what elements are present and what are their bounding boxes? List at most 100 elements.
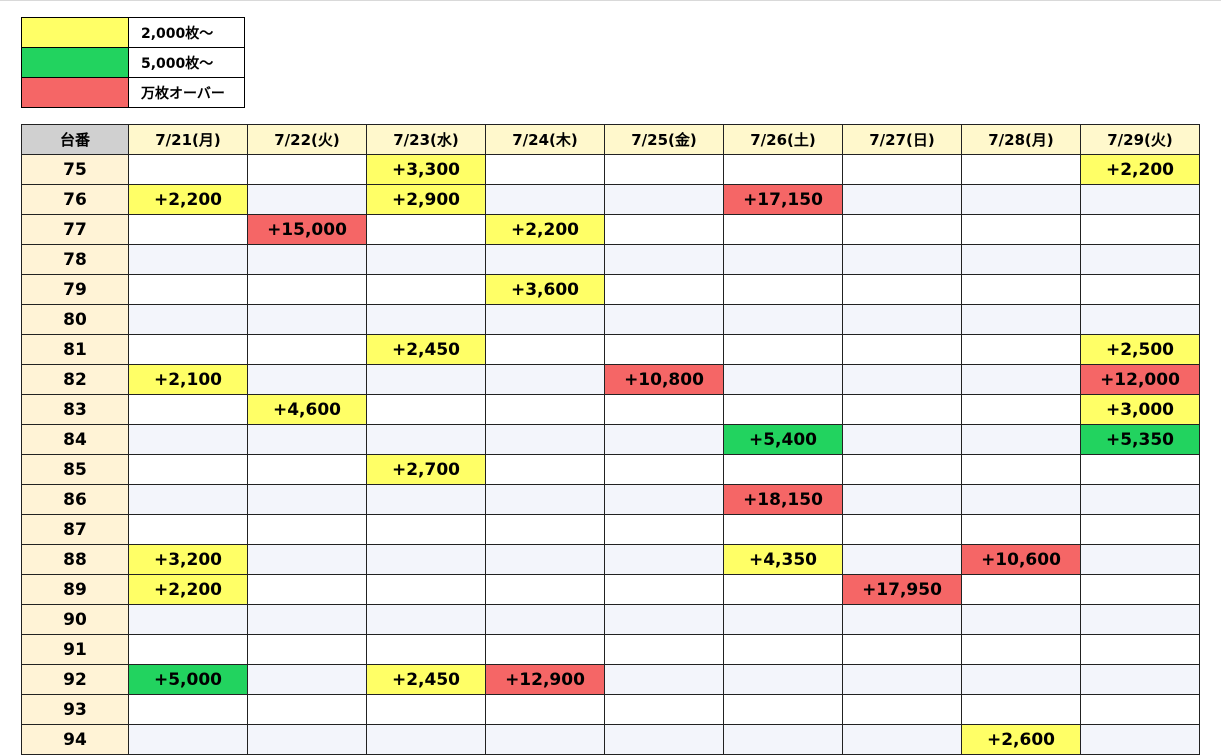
machine-number: 88 [21, 544, 129, 575]
machine-number: 89 [21, 574, 129, 605]
result-cell: +10,600 [961, 544, 1081, 575]
legend-row-5000: 5,000枚〜 [21, 47, 245, 78]
result-cell: +2,200 [128, 574, 248, 605]
result-cell [1080, 664, 1200, 695]
result-cell [604, 694, 724, 725]
result-cell: +17,150 [723, 184, 843, 215]
table-row: 79 +3,600 [21, 274, 1200, 305]
result-cell [723, 334, 843, 365]
result-cell [485, 394, 605, 425]
result-cell [723, 304, 843, 335]
result-cell [247, 604, 367, 635]
table-row: 82 +2,100 +10,800 +12,000 [21, 364, 1200, 395]
result-cell [1080, 274, 1200, 305]
result-cell [247, 514, 367, 545]
result-cell [366, 634, 486, 665]
result-cell [485, 514, 605, 545]
result-cell [247, 424, 367, 455]
result-cell: +12,000 [1080, 364, 1200, 395]
date-header: 7/26(土) [723, 124, 843, 155]
result-cell [842, 724, 962, 755]
result-cell [485, 244, 605, 275]
result-cell: +2,100 [128, 364, 248, 395]
result-cell [961, 694, 1081, 725]
machine-number: 86 [21, 484, 129, 515]
result-cell: +2,900 [366, 184, 486, 215]
table-row: 92 +5,000 +2,450 +12,900 [21, 664, 1200, 695]
result-cell [604, 514, 724, 545]
legend-label: 2,000枚〜 [128, 17, 245, 48]
result-cell [604, 334, 724, 365]
result-cell [1080, 544, 1200, 575]
result-cell: +2,200 [485, 214, 605, 245]
result-cell [961, 184, 1081, 215]
result-cell: +3,000 [1080, 394, 1200, 425]
result-cell [723, 694, 843, 725]
result-cell [842, 424, 962, 455]
result-cell [604, 244, 724, 275]
result-cell [128, 394, 248, 425]
result-cell [128, 694, 248, 725]
top-border [0, 0, 1221, 1]
machine-number: 94 [21, 724, 129, 755]
machine-number: 82 [21, 364, 129, 395]
machine-number: 91 [21, 634, 129, 665]
result-cell [485, 154, 605, 185]
machine-number: 85 [21, 454, 129, 485]
table-row: 78 [21, 244, 1200, 275]
result-cell [485, 634, 605, 665]
result-cell [1080, 514, 1200, 545]
result-cell [961, 424, 1081, 455]
result-cell [842, 694, 962, 725]
result-cell [961, 454, 1081, 485]
result-cell [961, 574, 1081, 605]
result-cell [128, 334, 248, 365]
result-cell [485, 604, 605, 635]
result-cell [366, 484, 486, 515]
table-row: 89 +2,200 +17,950 [21, 574, 1200, 605]
result-cell [247, 154, 367, 185]
result-cell: +5,000 [128, 664, 248, 695]
result-cell [723, 604, 843, 635]
machine-number: 80 [21, 304, 129, 335]
machine-number: 78 [21, 244, 129, 275]
result-cell [247, 334, 367, 365]
date-header: 7/28(月) [961, 124, 1081, 155]
result-cell [485, 184, 605, 215]
result-cell [961, 514, 1081, 545]
result-cell [842, 364, 962, 395]
machine-number: 79 [21, 274, 129, 305]
result-cell: +3,600 [485, 274, 605, 305]
result-cell [128, 274, 248, 305]
result-cell: +10,800 [604, 364, 724, 395]
result-cell [128, 484, 248, 515]
result-cell: +4,350 [723, 544, 843, 575]
result-cell: +12,900 [485, 664, 605, 695]
result-cell: +5,400 [723, 424, 843, 455]
result-cell [842, 634, 962, 665]
date-header: 7/25(金) [604, 124, 724, 155]
result-cell [604, 604, 724, 635]
result-cell [723, 364, 843, 395]
result-cell [723, 454, 843, 485]
result-cell: +15,000 [247, 214, 367, 245]
result-cell: +3,200 [128, 544, 248, 575]
result-cell [1080, 304, 1200, 335]
table-row: 93 [21, 694, 1200, 725]
result-cell [1080, 454, 1200, 485]
result-cell [366, 694, 486, 725]
legend-swatch-red [21, 77, 129, 108]
result-cell [485, 484, 605, 515]
result-cell [1080, 574, 1200, 605]
result-cell [128, 154, 248, 185]
result-cell [604, 154, 724, 185]
result-cell [366, 364, 486, 395]
table-row: 83 +4,600 +3,000 [21, 394, 1200, 425]
result-cell: +2,200 [1080, 154, 1200, 185]
machine-number-header: 台番 [21, 124, 129, 155]
result-cell [604, 184, 724, 215]
result-cell [247, 454, 367, 485]
result-cell [604, 544, 724, 575]
result-cell: +2,200 [128, 184, 248, 215]
result-cell [247, 694, 367, 725]
